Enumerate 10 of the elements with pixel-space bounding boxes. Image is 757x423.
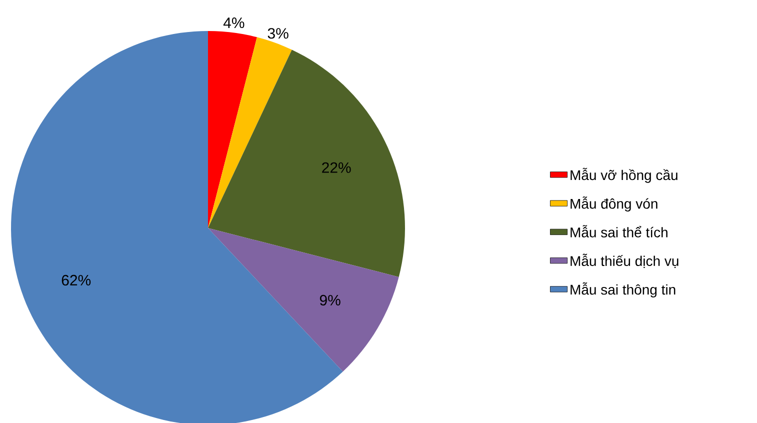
legend-label: Mẫu sai thông tin xyxy=(570,282,676,298)
legend-label: Mẫu sai thể tích xyxy=(570,225,668,238)
data-label: 62% xyxy=(62,274,91,286)
data-label: 4% xyxy=(223,18,244,28)
legend-label: Mẫu đông vón xyxy=(570,196,658,212)
data-label: 3% xyxy=(268,28,288,39)
data-label: 9% xyxy=(320,294,340,306)
legend-label: Mẫu vỡ hồng cầu xyxy=(570,168,678,183)
legend-label: Mẫu thiếu dịch vụ xyxy=(570,254,678,268)
data-label: 22% xyxy=(322,162,351,173)
